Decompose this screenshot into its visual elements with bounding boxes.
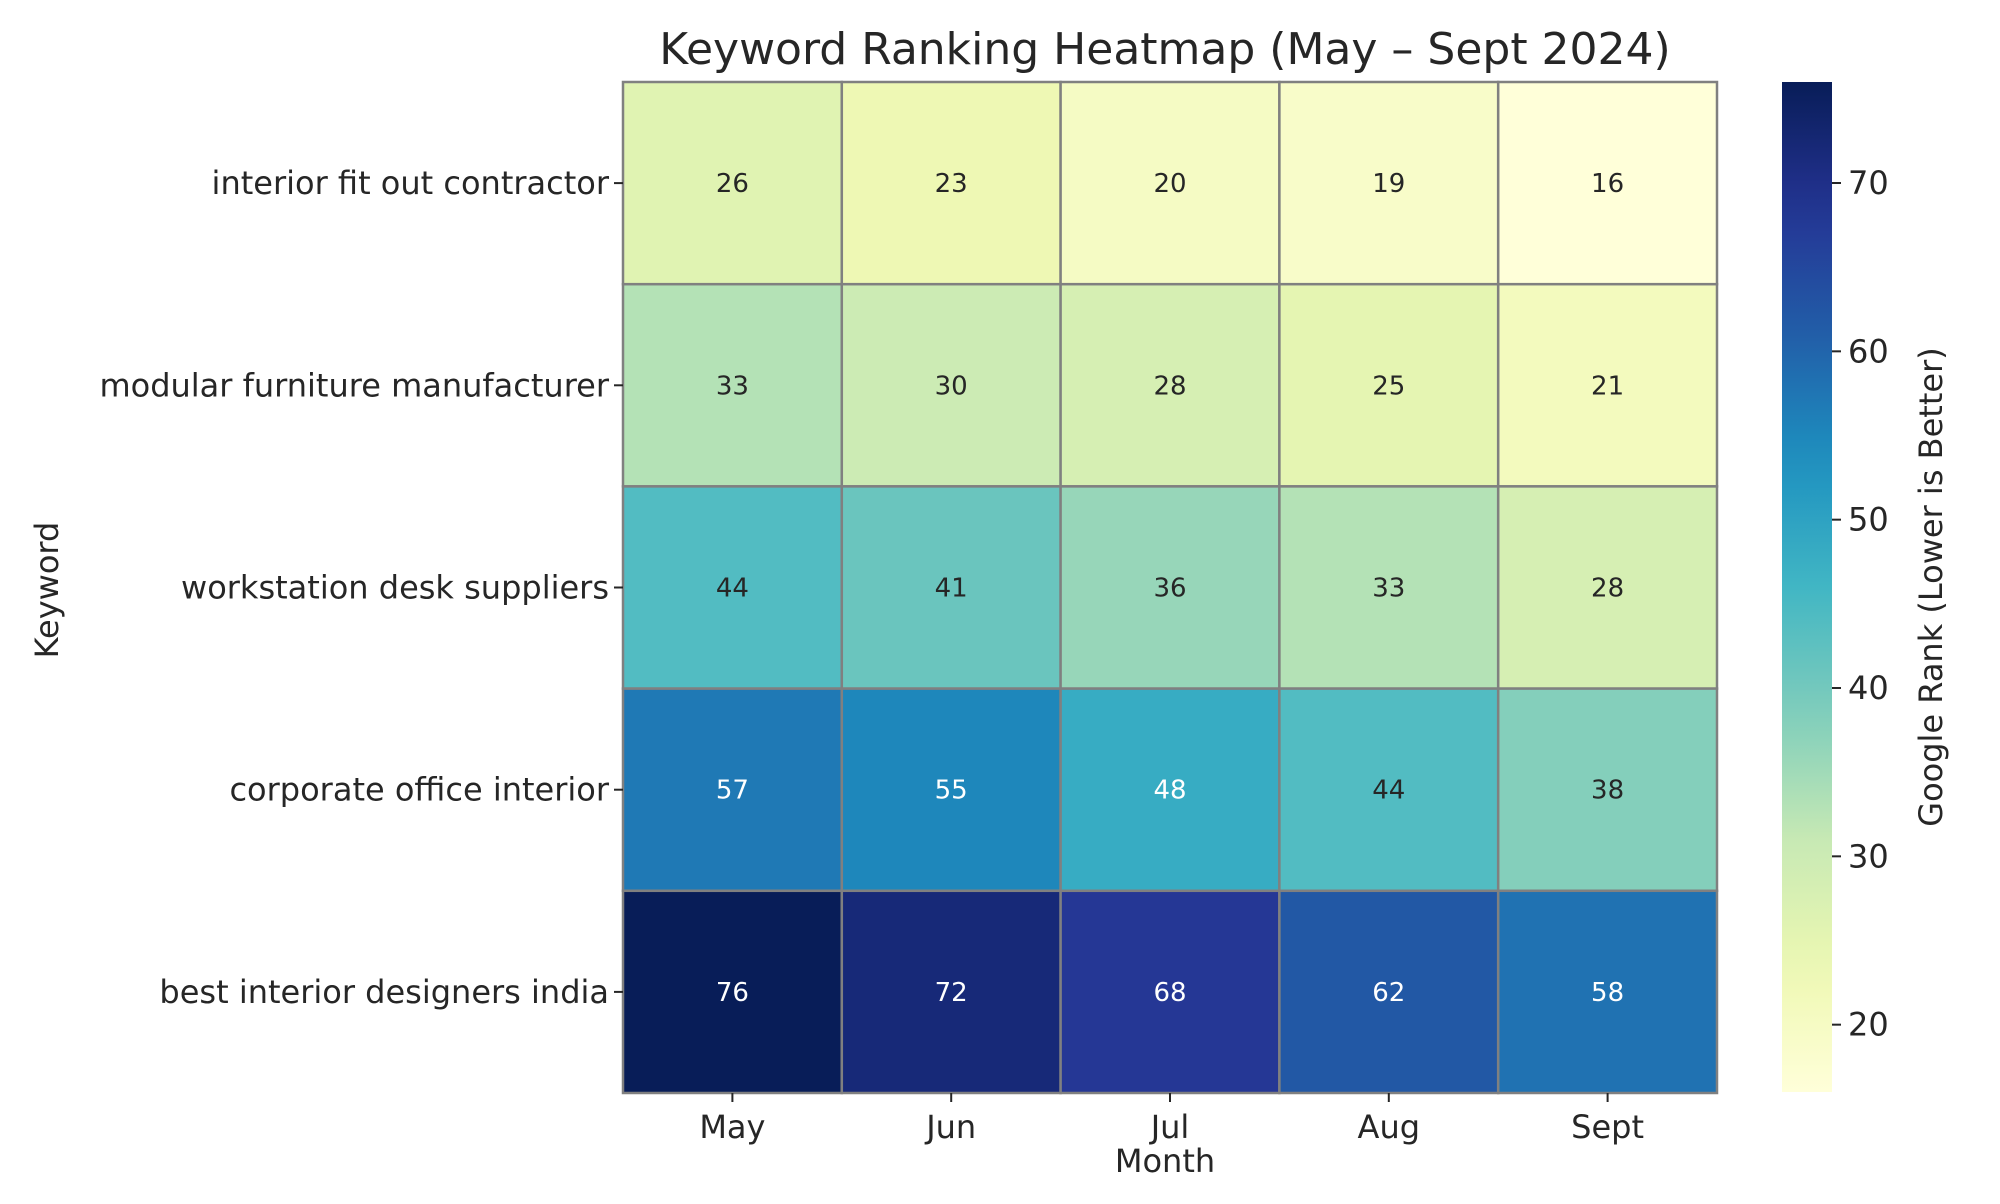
x-tick-label: Jul — [1149, 1108, 1190, 1146]
cell-value-label: 36 — [1153, 574, 1186, 604]
y-tick-label: workstation desk suppliers — [181, 569, 609, 607]
cell-value-label: 72 — [935, 978, 968, 1008]
heatmap-cells: 26 23 20 19 16 33 30 28 25 21 44 41 36 33 28 57 55 48 44 38… — [621, 80, 1719, 1095]
heatmap-cell — [1059, 485, 1281, 690]
x-tick-label: Jun — [924, 1108, 976, 1146]
cell-value-label: 33 — [1372, 574, 1405, 604]
y-tick-label: modular furniture manufacturer — [99, 366, 609, 404]
heatmap-cell — [840, 889, 1062, 1095]
heatmap-cell — [1496, 485, 1719, 690]
colorbar-tick-label: 30 — [1848, 837, 1889, 875]
x-tick-label: Aug — [1358, 1108, 1420, 1146]
y-tick-label: interior fit out contractor — [212, 164, 610, 202]
y-axis-label: Keyword — [28, 522, 66, 659]
cell-value-label: 25 — [1372, 371, 1405, 401]
heatmap-cell — [1496, 282, 1719, 488]
cell-value-label: 19 — [1372, 169, 1405, 199]
colorbar-tick-label: 60 — [1848, 332, 1889, 370]
heatmap-cell — [621, 282, 844, 488]
heatmap-cell — [840, 80, 1062, 286]
heatmap-cell — [1278, 485, 1500, 690]
heatmap-cell — [1496, 889, 1719, 1095]
heatmap-cell — [1496, 80, 1719, 286]
cell-value-label: 33 — [716, 371, 749, 401]
cell-value-label: 44 — [716, 574, 749, 604]
cell-value-label: 20 — [1153, 169, 1186, 199]
cell-value-label: 55 — [935, 776, 968, 806]
heatmap-cell — [621, 889, 844, 1095]
y-tick-label: corporate office interior — [229, 771, 609, 809]
heatmap-cell — [1278, 80, 1500, 286]
cell-value-label: 62 — [1372, 978, 1405, 1008]
cell-value-label: 21 — [1591, 371, 1624, 401]
cell-value-label: 48 — [1153, 776, 1186, 806]
x-axis-tick-labels: May Jun Jul Aug Sept — [699, 1093, 1644, 1146]
y-tick-label: best interior designers india — [159, 973, 609, 1011]
cell-value-label: 76 — [716, 978, 749, 1008]
colorbar — [1782, 82, 1832, 1092]
chart-title: Keyword Ranking Heatmap (May – Sept 2024… — [659, 24, 1670, 75]
y-axis-tick-labels: interior fit out contractor modular furni… — [99, 164, 623, 1011]
cell-value-label: 44 — [1372, 776, 1405, 806]
colorbar-label: Google Rank (Lower is Better) — [1912, 347, 1950, 826]
cell-value-label: 57 — [716, 776, 749, 806]
heatmap-cell — [1059, 889, 1281, 1095]
cell-value-label: 26 — [716, 169, 749, 199]
heatmap-cell — [1496, 687, 1719, 893]
cell-value-label: 30 — [935, 371, 968, 401]
heatmap-cell — [1278, 687, 1500, 893]
heatmap-cell — [840, 485, 1062, 690]
cell-value-label: 68 — [1153, 978, 1186, 1008]
heatmap-cell — [1059, 687, 1281, 893]
x-tick-label: Sept — [1571, 1108, 1644, 1146]
colorbar-tick-label: 40 — [1848, 669, 1889, 707]
heatmap-cell — [1059, 282, 1281, 488]
cell-value-label: 28 — [1591, 574, 1624, 604]
colorbar-tick-label: 50 — [1848, 501, 1889, 539]
heatmap-cell — [1059, 80, 1281, 286]
heatmap-cell — [840, 687, 1062, 893]
heatmap-cell — [621, 80, 844, 286]
x-tick-label: May — [699, 1108, 765, 1146]
cell-value-label: 23 — [935, 169, 968, 199]
colorbar-tick-label: 70 — [1848, 164, 1889, 202]
cell-value-label: 58 — [1591, 978, 1624, 1008]
colorbar-ticks: 20 30 40 50 60 70 — [1832, 164, 1889, 1044]
cell-value-label: 16 — [1591, 169, 1624, 199]
x-axis-label: Month — [1115, 1142, 1215, 1180]
cell-value-label: 38 — [1591, 776, 1624, 806]
cell-value-label: 28 — [1153, 371, 1186, 401]
cell-value-label: 41 — [935, 574, 968, 604]
colorbar-tick-label: 20 — [1848, 1006, 1889, 1044]
